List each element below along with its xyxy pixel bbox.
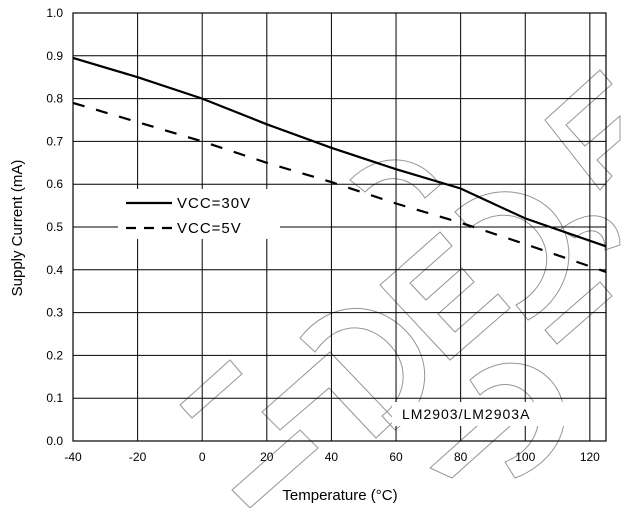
legend-label-vcc5: VCC=5V [177, 220, 242, 237]
legend-label-vcc30: VCC=30V [177, 195, 251, 212]
y-tick-label: 0.4 [46, 263, 63, 277]
watermark-lettering [180, 70, 620, 508]
y-tick-label: 0.7 [46, 134, 63, 148]
y-tick-label: 0.1 [46, 391, 63, 405]
x-tick-label: 80 [454, 450, 468, 464]
annotation-text: LM2903/LM2903A [402, 406, 530, 422]
part-number-annotation: LM2903/LM2903A [392, 402, 568, 426]
x-tick-label: 40 [325, 450, 339, 464]
x-axis-title: Temperature (°C) [282, 487, 397, 504]
legend: VCC=30V VCC=5V [118, 189, 280, 239]
x-tick-labels: -40 -20 0 20 40 60 80 100 120 [64, 450, 600, 464]
y-tick-label: 0.9 [46, 49, 63, 63]
x-tick-label: 20 [260, 450, 274, 464]
y-tick-label: 0.5 [46, 220, 63, 234]
x-tick-label: 120 [580, 450, 600, 464]
x-tick-label: 0 [199, 450, 206, 464]
x-tick-label: 60 [389, 450, 403, 464]
y-tick-label: 0.2 [46, 348, 63, 362]
series-line-vcc5 [73, 103, 606, 272]
y-tick-label: 0.8 [46, 92, 63, 106]
y-tick-label: 1.0 [46, 6, 63, 20]
x-tick-label: -20 [129, 450, 147, 464]
x-tick-label: 100 [515, 450, 535, 464]
x-tick-label: -40 [64, 450, 82, 464]
y-tick-labels: 0.0 0.1 0.2 0.3 0.4 0.5 0.6 0.7 0.8 0.9 1.0 [46, 6, 63, 448]
y-tick-label: 0.0 [46, 434, 63, 448]
data-series [73, 58, 606, 272]
y-axis-title: Supply Current (mA) [9, 160, 26, 297]
y-tick-label: 0.3 [46, 306, 63, 320]
y-tick-label: 0.6 [46, 177, 63, 191]
